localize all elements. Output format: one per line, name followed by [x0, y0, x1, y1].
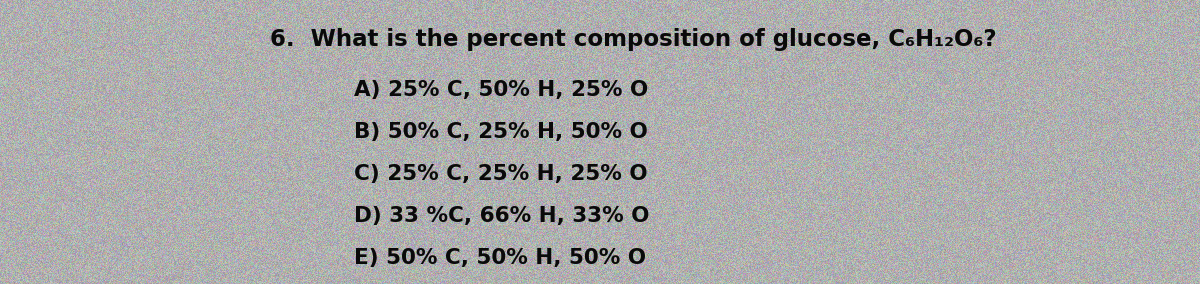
- Text: C) 25% C, 25% H, 25% O: C) 25% C, 25% H, 25% O: [354, 164, 648, 183]
- Text: A) 25% C, 50% H, 25% O: A) 25% C, 50% H, 25% O: [354, 80, 648, 99]
- Text: 6.  What is the percent composition of glucose, C₆H₁₂O₆?: 6. What is the percent composition of gl…: [270, 28, 997, 51]
- Text: B) 50% C, 25% H, 50% O: B) 50% C, 25% H, 50% O: [354, 122, 648, 141]
- Text: E) 50% C, 50% H, 50% O: E) 50% C, 50% H, 50% O: [354, 248, 646, 268]
- Text: D) 33 %C, 66% H, 33% O: D) 33 %C, 66% H, 33% O: [354, 206, 649, 225]
